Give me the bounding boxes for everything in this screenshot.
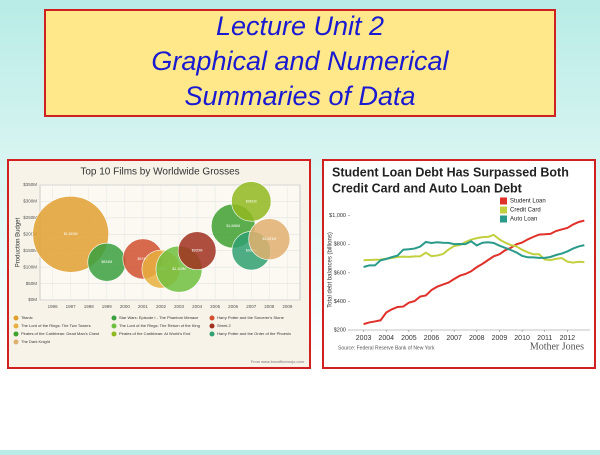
legend-label: Auto Loan [510, 217, 537, 223]
y-tick-label: $50M [26, 281, 38, 286]
x-tick-label: 2005 [210, 304, 221, 309]
title-box [44, 9, 556, 117]
legend-label: Star Wars: Episode I - The Phantom Menac… [119, 315, 199, 320]
x-tick-label: 2001 [138, 304, 149, 309]
bubble [231, 181, 272, 222]
bubble-label: $974M [138, 257, 149, 261]
line-series [363, 233, 585, 264]
slide-title: Lecture Unit 2 [216, 11, 384, 41]
legend-label: Harry Potter and the Order of the Phoeni… [217, 331, 291, 336]
x-tick-label: 2008 [264, 304, 275, 309]
legend-swatch [500, 197, 507, 205]
legend-label: Pirates of the Caribbean: At World's End [119, 331, 190, 336]
legend-swatch [13, 339, 19, 345]
line-series [363, 240, 585, 268]
bubble-label: $1,001M [262, 237, 276, 241]
bubble-label: $938M [246, 249, 257, 253]
bubble-label: $1,843M [64, 232, 78, 236]
y-tick-label: $150M [23, 248, 37, 253]
legend-swatch [111, 323, 117, 329]
x-tick-label: 2009 [492, 335, 508, 342]
y-tick-label: $250M [23, 215, 37, 220]
x-tick-label: 2012 [560, 335, 576, 342]
x-tick-label: 2004 [192, 304, 203, 309]
y-tick-label: $400 [334, 299, 346, 305]
y-tick-label: $600 [334, 270, 346, 276]
bubble-label: $1,066M [226, 224, 240, 228]
source-note: Source: Federal Reserve Bank of New York [338, 345, 435, 351]
legend-label: Harry Potter and the Sorcerer's Stone [217, 315, 285, 320]
x-tick-label: 1997 [66, 304, 77, 309]
legend-swatch [13, 315, 19, 321]
x-tick-label: 2007 [446, 335, 462, 342]
brand: Mother Jones [530, 341, 584, 352]
x-tick-label: 2006 [424, 335, 440, 342]
legend-swatch [209, 323, 215, 329]
legend-swatch [500, 206, 507, 214]
legend-label: The Lord of the Rings: The Two Towers [21, 323, 91, 328]
x-tick-label: 1999 [102, 304, 113, 309]
source-note: From www.boxofficemojo.com [251, 359, 305, 364]
y-tick-label: $350M [23, 182, 37, 187]
bubble-label: $924M [101, 260, 112, 264]
legend-label: The Dark Knight [21, 339, 51, 344]
legend-swatch [111, 315, 117, 321]
x-tick-label: 2003 [174, 304, 185, 309]
y-tick-label: $800 [334, 242, 346, 248]
x-tick-label: 1996 [48, 304, 59, 309]
chart-title: Top 10 Films by Worldwide Grosses [80, 167, 239, 178]
bubble-label: $1,119M [172, 267, 185, 271]
y-tick-label: $200 [334, 327, 346, 333]
x-tick-label: 2010 [514, 335, 530, 342]
legend-label: Titanic [21, 315, 33, 320]
x-tick-label: 1998 [84, 304, 95, 309]
right-panel [322, 159, 596, 369]
x-tick-label: 2005 [401, 335, 417, 342]
legend-label: Credit Card [510, 208, 541, 214]
x-tick-label: 2006 [228, 304, 239, 309]
legend-label: The Lord of the Rings: The Return of the… [119, 323, 200, 328]
y-tick-label: $300M [23, 199, 37, 204]
bubble-label: $961M [246, 199, 257, 203]
slide-title: Summaries of Data [184, 81, 415, 111]
bubble [248, 218, 291, 261]
slide-title: Graphical and Numerical [151, 46, 449, 76]
y-tick-label: $100M [23, 264, 37, 269]
y-axis-label: Production Budget [16, 217, 22, 267]
legend-label: Pirates of the Caribbean: Dead Man's Che… [21, 331, 100, 336]
chart-title: Student Loan Debt Has Surpassed Both [332, 165, 569, 179]
x-tick-label: 2009 [282, 304, 293, 309]
x-tick-label: 2002 [156, 304, 167, 309]
x-tick-label: 2003 [356, 335, 372, 342]
x-tick-label: 2004 [378, 335, 394, 342]
legend-label: Shrek 2 [217, 323, 232, 328]
y-tick-label: $1,000 [329, 213, 346, 219]
x-tick-label: 2007 [246, 304, 257, 309]
y-tick-label: $0M [28, 297, 37, 302]
legend-label: Student Loan [510, 199, 546, 205]
x-tick-label: 2000 [120, 304, 131, 309]
legend-swatch [209, 331, 215, 337]
x-tick-label: 2011 [537, 335, 552, 342]
chart-title: Credit Card and Auto Loan Debt [332, 181, 523, 195]
y-tick-label: $200M [23, 231, 37, 236]
bubble-label: $920M [192, 249, 203, 253]
legend-swatch [13, 323, 19, 329]
legend-swatch [500, 215, 507, 223]
legend-swatch [13, 331, 19, 337]
legend-swatch [111, 331, 117, 337]
bubble [177, 231, 217, 270]
legend-swatch [209, 315, 215, 321]
x-tick-label: 2008 [469, 335, 485, 342]
y-axis-label: Total debt balances (billions) [328, 232, 334, 308]
line-series [363, 219, 585, 326]
